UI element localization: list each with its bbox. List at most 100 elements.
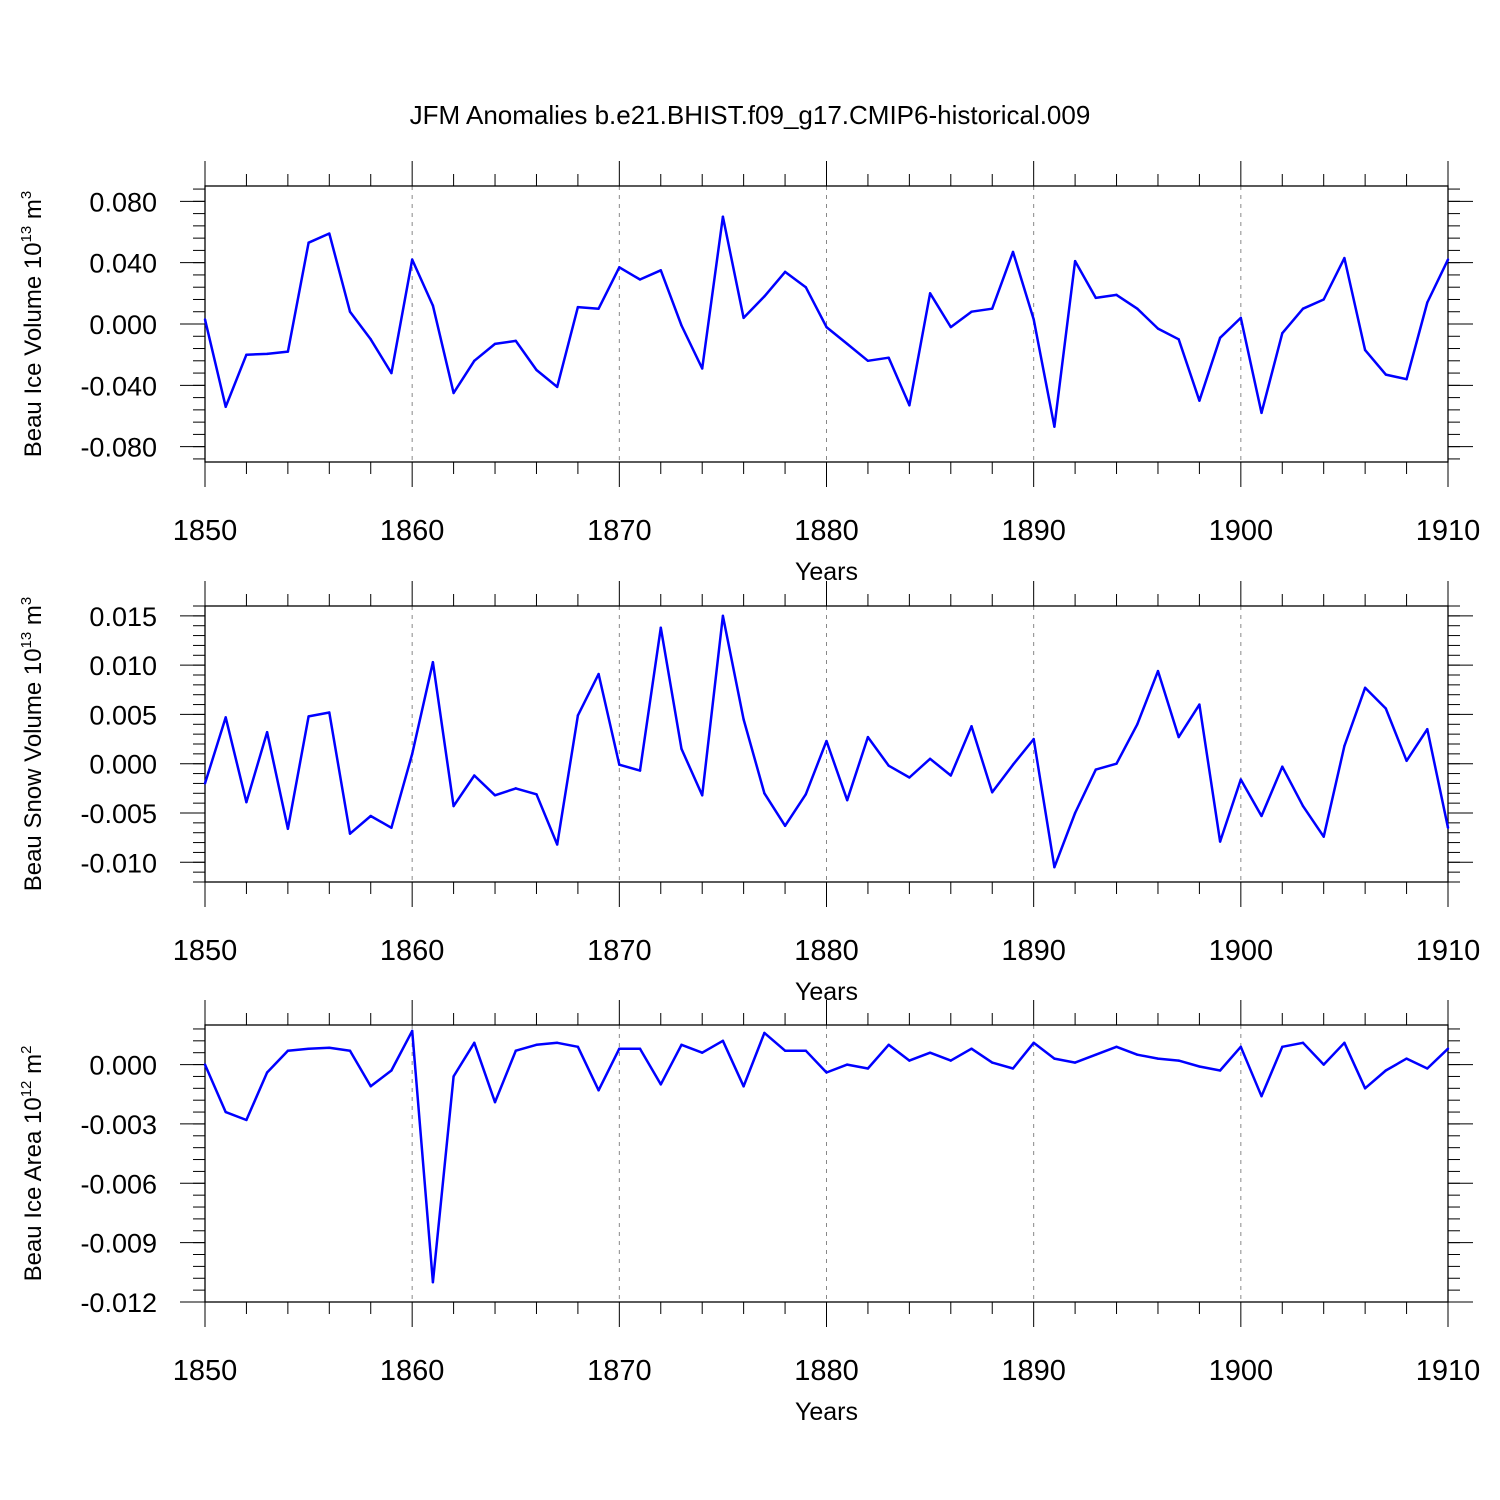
data-point xyxy=(1239,778,1243,781)
data-point xyxy=(783,270,787,274)
data-point xyxy=(1053,866,1056,869)
data-point xyxy=(949,325,952,329)
data-point xyxy=(224,1110,227,1114)
data-point xyxy=(597,1089,600,1092)
data-point xyxy=(1281,1045,1284,1048)
data-point xyxy=(825,325,828,329)
data-point xyxy=(369,1085,372,1088)
y-tick-label: 0.040 xyxy=(89,249,157,279)
x-tick-label: 1910 xyxy=(1416,515,1481,547)
data-point xyxy=(1322,1063,1325,1066)
y-tick-label: 0.000 xyxy=(89,750,157,780)
y-tick-label: -0.040 xyxy=(80,371,157,401)
data-point xyxy=(866,735,870,739)
data-point xyxy=(431,1281,435,1284)
data-point xyxy=(203,782,207,785)
data-point xyxy=(1177,1059,1180,1062)
data-point xyxy=(390,1069,393,1072)
data-point xyxy=(680,1043,683,1046)
data-point xyxy=(618,266,621,269)
data-point xyxy=(1115,762,1118,765)
chart-panel-ice-area: 0.000 -0.003 -0.006 -0.009 -0.012 1850 1860 187… xyxy=(18,1000,1480,1426)
y-axis-label-text: m xyxy=(20,1054,47,1081)
data-point xyxy=(328,711,331,714)
data-point xyxy=(328,232,331,235)
data-point xyxy=(1446,1047,1450,1050)
data-point xyxy=(825,739,828,743)
data-point xyxy=(265,352,269,356)
data-point xyxy=(1011,250,1015,254)
data-point xyxy=(991,307,994,310)
data-point xyxy=(1115,293,1118,297)
data-point xyxy=(1281,332,1284,335)
data-point xyxy=(742,1085,745,1088)
data-point xyxy=(1156,669,1160,673)
x-tick-label: 1850 xyxy=(173,935,238,967)
data-point xyxy=(1363,1087,1367,1090)
data-point xyxy=(493,1100,497,1104)
x-axis-label: Years xyxy=(795,1398,858,1426)
y-axis-label: Beau Ice Volume 1013 m3 xyxy=(18,191,47,458)
data-point xyxy=(307,1047,310,1050)
x-tick-label: 1860 xyxy=(380,935,445,967)
data-point xyxy=(1094,296,1098,300)
data-point xyxy=(576,1045,580,1048)
data-point xyxy=(1343,744,1346,748)
data-point xyxy=(597,307,600,310)
x-tick-label: 1900 xyxy=(1209,1355,1274,1387)
data-point xyxy=(452,804,455,808)
y-axis-label-exponent: 13 xyxy=(18,226,35,243)
data-point xyxy=(825,1071,828,1074)
data-point xyxy=(1446,258,1450,261)
data-point xyxy=(535,793,538,796)
data-point xyxy=(638,769,642,772)
x-tick-label: 1880 xyxy=(794,1355,859,1387)
data-point xyxy=(555,1041,559,1045)
data-point xyxy=(1011,1067,1015,1070)
data-point xyxy=(431,304,435,307)
data-point xyxy=(1384,707,1388,710)
data-point xyxy=(1094,768,1098,771)
y-tick-label: -0.080 xyxy=(80,433,157,463)
data-point xyxy=(1136,723,1139,726)
data-point xyxy=(390,371,393,375)
data-point xyxy=(970,1047,973,1050)
data-point xyxy=(245,800,248,804)
data-point xyxy=(555,385,559,389)
x-tick-label: 1870 xyxy=(587,1355,652,1387)
data-point xyxy=(659,1083,662,1086)
data-points xyxy=(203,614,1450,869)
data-point xyxy=(493,794,497,797)
data-point xyxy=(1322,298,1325,301)
data-point xyxy=(286,1049,290,1052)
y-tick-label: 0.010 xyxy=(89,651,157,681)
data-point xyxy=(928,757,932,760)
data-point xyxy=(1363,348,1367,352)
data-point xyxy=(555,843,559,846)
data-point xyxy=(908,404,911,407)
data-point xyxy=(866,359,870,362)
data-point xyxy=(721,215,725,218)
data-point xyxy=(1011,763,1015,766)
y-tick-label: -0.006 xyxy=(80,1169,157,1199)
data-point xyxy=(1405,378,1408,381)
data-point xyxy=(410,752,414,756)
chart-panel-ice-volume: 0.080 0.040 0.000 -0.040 -0.080 1850 1860 1870 1… xyxy=(18,161,1480,586)
data-point xyxy=(1177,338,1180,341)
data-point xyxy=(928,292,932,295)
data-point xyxy=(1260,411,1263,415)
data-point xyxy=(680,324,683,327)
data-point xyxy=(1301,307,1305,310)
data-point xyxy=(1405,759,1408,762)
data-point xyxy=(783,824,787,828)
data-point xyxy=(763,295,766,298)
data-point xyxy=(804,286,807,289)
data-point xyxy=(1301,1041,1305,1045)
data-point xyxy=(1260,814,1263,818)
x-tick-label: 1850 xyxy=(173,515,238,547)
data-point xyxy=(1218,840,1222,843)
data-point xyxy=(1426,1067,1429,1070)
data-point xyxy=(763,1031,766,1035)
data-point xyxy=(307,715,310,718)
y-tick-label: 0.000 xyxy=(89,1051,157,1081)
